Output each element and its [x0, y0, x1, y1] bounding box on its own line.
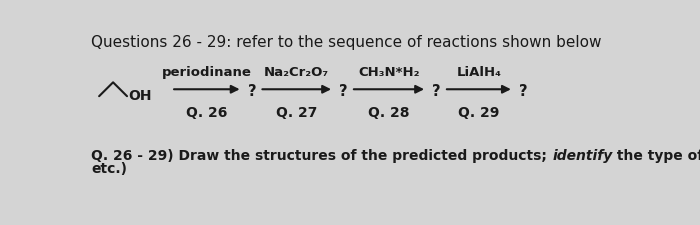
Text: periodinane: periodinane	[162, 66, 252, 79]
Text: Questions 26 - 29: refer to the sequence of reactions shown below: Questions 26 - 29: refer to the sequence…	[92, 35, 602, 50]
Text: Q. 26: Q. 26	[186, 105, 228, 119]
Text: CH₃N*H₂: CH₃N*H₂	[358, 66, 420, 79]
Text: Q. 26 - 29) Draw the structures of the predicted products;: Q. 26 - 29) Draw the structures of the p…	[92, 148, 552, 162]
Text: ?: ?	[519, 83, 528, 98]
Text: Q. 27: Q. 27	[276, 105, 317, 119]
Text: the type of product (aldehyde, ketone, acid,: the type of product (aldehyde, ketone, a…	[612, 148, 700, 162]
Text: OH: OH	[128, 89, 151, 103]
Text: Q. 29: Q. 29	[458, 105, 500, 119]
Text: Na₂Cr₂O₇: Na₂Cr₂O₇	[264, 66, 329, 79]
Text: identify: identify	[552, 148, 612, 162]
Text: Q. 28: Q. 28	[368, 105, 409, 119]
Text: ?: ?	[433, 83, 441, 98]
Text: ?: ?	[340, 83, 348, 98]
Text: etc.): etc.)	[92, 161, 127, 175]
Text: LiAlH₄: LiAlH₄	[456, 66, 501, 79]
Text: ?: ?	[248, 83, 256, 98]
